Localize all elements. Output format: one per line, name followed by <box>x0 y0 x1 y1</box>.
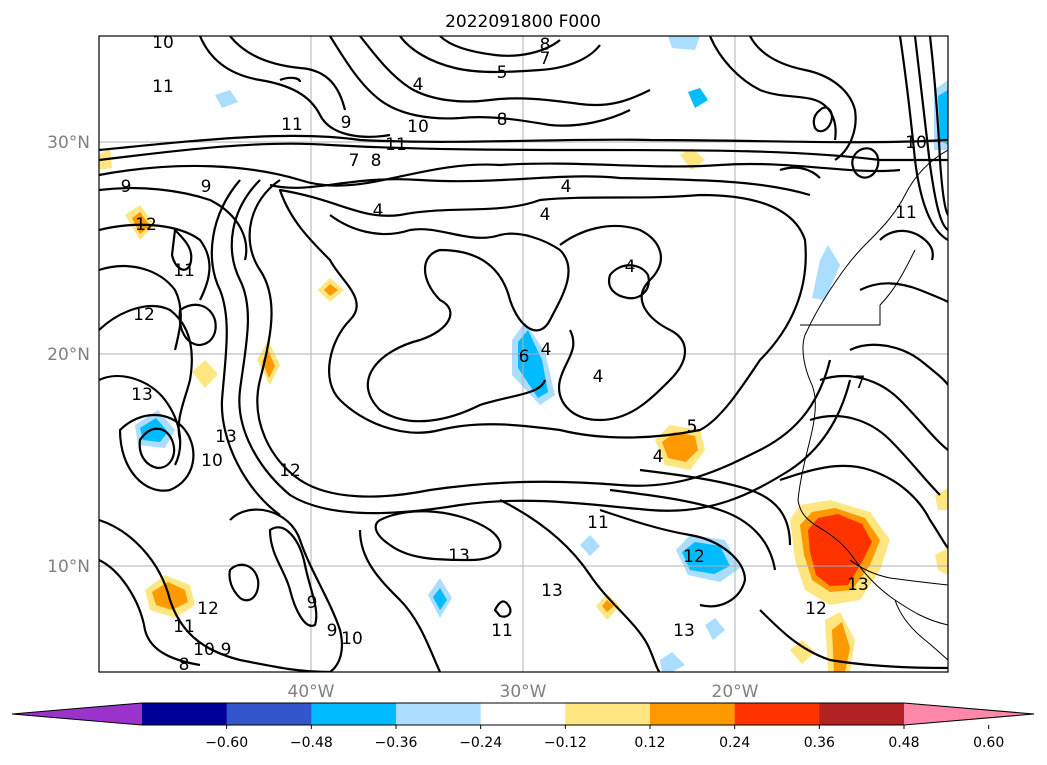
lat-label: 10°N <box>47 557 90 577</box>
contour-label: 4 <box>593 367 604 387</box>
contour-label: 8 <box>179 655 190 675</box>
coastline <box>797 149 948 661</box>
contour-label: 10 <box>193 640 215 660</box>
contour-label: 10 <box>407 117 429 137</box>
contour-label: 10 <box>341 629 363 649</box>
contour-label: 8 <box>540 35 551 55</box>
contour-label: 4 <box>561 177 572 197</box>
contour-label: 5 <box>687 417 698 437</box>
colorbar-tick-label: 0.12 <box>634 735 665 751</box>
contour-label: 7 <box>855 373 866 393</box>
contour-label: 11 <box>385 135 407 155</box>
map-title: 2022091800 F000 <box>445 12 601 32</box>
gridlines <box>99 36 948 672</box>
contour-label: 9 <box>307 593 318 613</box>
contour-label: 7 <box>349 151 360 171</box>
contour-label: 5 <box>497 63 508 83</box>
shaded-anomalies <box>99 36 948 672</box>
contour-label: 10 <box>905 133 927 153</box>
contour-label: 13 <box>215 427 237 447</box>
colorbar-tick-label: −0.48 <box>290 735 333 751</box>
contour-label: 11 <box>895 203 917 223</box>
contour-label: 11 <box>173 261 195 281</box>
contour-label-group: 10 11 11 13 12 11 10 9 8 12 12 10 13 9 1… <box>121 33 927 675</box>
contour-label: 13 <box>847 575 869 595</box>
colorbar-box <box>565 703 651 725</box>
contour-label: 8 <box>371 151 382 171</box>
contour-label: 10 <box>152 33 174 53</box>
contour-label: 9 <box>341 113 352 133</box>
lon-label: 30°W <box>500 682 547 702</box>
colorbar-tick-label: −0.12 <box>544 735 587 751</box>
lon-label: 20°W <box>712 682 759 702</box>
contour-label: 13 <box>131 385 153 405</box>
colorbar-box <box>396 703 482 725</box>
contour-label: 7 <box>540 49 551 69</box>
colorbar-box <box>311 703 397 725</box>
colorbar-box <box>819 703 905 725</box>
latitude-labels: 30°N 20°N 10°N <box>47 133 90 577</box>
colorbar-tick-label: 0.60 <box>973 735 1004 751</box>
colorbar-tick-label: −0.24 <box>459 735 502 751</box>
contour-label: 5 <box>687 417 698 437</box>
contour-label: 8 <box>497 110 508 130</box>
contour-label: 6 <box>519 347 530 367</box>
colorbar-tick-label: −0.36 <box>375 735 418 751</box>
contour-label: 11 <box>281 115 303 135</box>
contour-label: 12 <box>133 305 155 325</box>
contour-label: 4 <box>653 447 664 467</box>
colorbar-box <box>650 703 736 725</box>
contour-label: 12 <box>197 599 219 619</box>
lon-label: 40°W <box>288 682 335 702</box>
colorbar-tick-label: −0.60 <box>205 735 248 751</box>
contour-label: 12 <box>683 547 705 567</box>
contour-label: 4 <box>413 75 424 95</box>
colorbar-tick-label: 0.24 <box>719 735 750 751</box>
contour-label: 9 <box>201 177 212 197</box>
colorbar-tick-label: 0.36 <box>804 735 835 751</box>
map-frame <box>98 35 949 673</box>
colorbar-tick-label: 0.48 <box>888 735 919 751</box>
colorbar-box <box>226 703 312 725</box>
contour-label: 11 <box>587 513 609 533</box>
contour-label: 10 <box>201 451 223 471</box>
contour-label: 11 <box>491 621 513 641</box>
colorbar-box <box>734 703 820 725</box>
contour-label: 9 <box>327 621 338 641</box>
contour-label: 13 <box>541 581 563 601</box>
contour-label: 9 <box>221 640 232 660</box>
map-area: 10 11 11 13 12 11 10 9 8 12 12 10 13 9 1… <box>99 33 948 675</box>
colorbar-box <box>480 703 566 725</box>
contour-label: 12 <box>805 599 827 619</box>
contour-label: 11 <box>173 617 195 637</box>
contour-label: 9 <box>121 177 132 197</box>
colorbar-extend-low <box>12 703 142 725</box>
contour-label: 13 <box>448 546 470 566</box>
contour-lines <box>99 36 948 672</box>
colorbar-outline <box>11 702 1035 726</box>
colorbar-box <box>142 703 228 725</box>
contour-label: 4 <box>625 257 636 277</box>
contour-label: 11 <box>152 77 174 97</box>
contour-label: 12 <box>135 215 157 235</box>
longitude-labels: 40°W 30°W 20°W <box>288 682 759 702</box>
colorbar-extend-high <box>904 703 1034 725</box>
contour-label: 4 <box>541 340 552 360</box>
contour-label: 12 <box>279 461 301 481</box>
contour-label: 4 <box>540 205 551 225</box>
contour-label: 13 <box>673 621 695 641</box>
contour-label: 4 <box>373 201 384 221</box>
lat-label: 20°N <box>47 345 90 365</box>
colorbar: −0.60 −0.48 −0.36 −0.24 −0.12 0.12 0.24 0.36 0.4… <box>11 702 1035 751</box>
lat-label: 30°N <box>47 133 90 153</box>
